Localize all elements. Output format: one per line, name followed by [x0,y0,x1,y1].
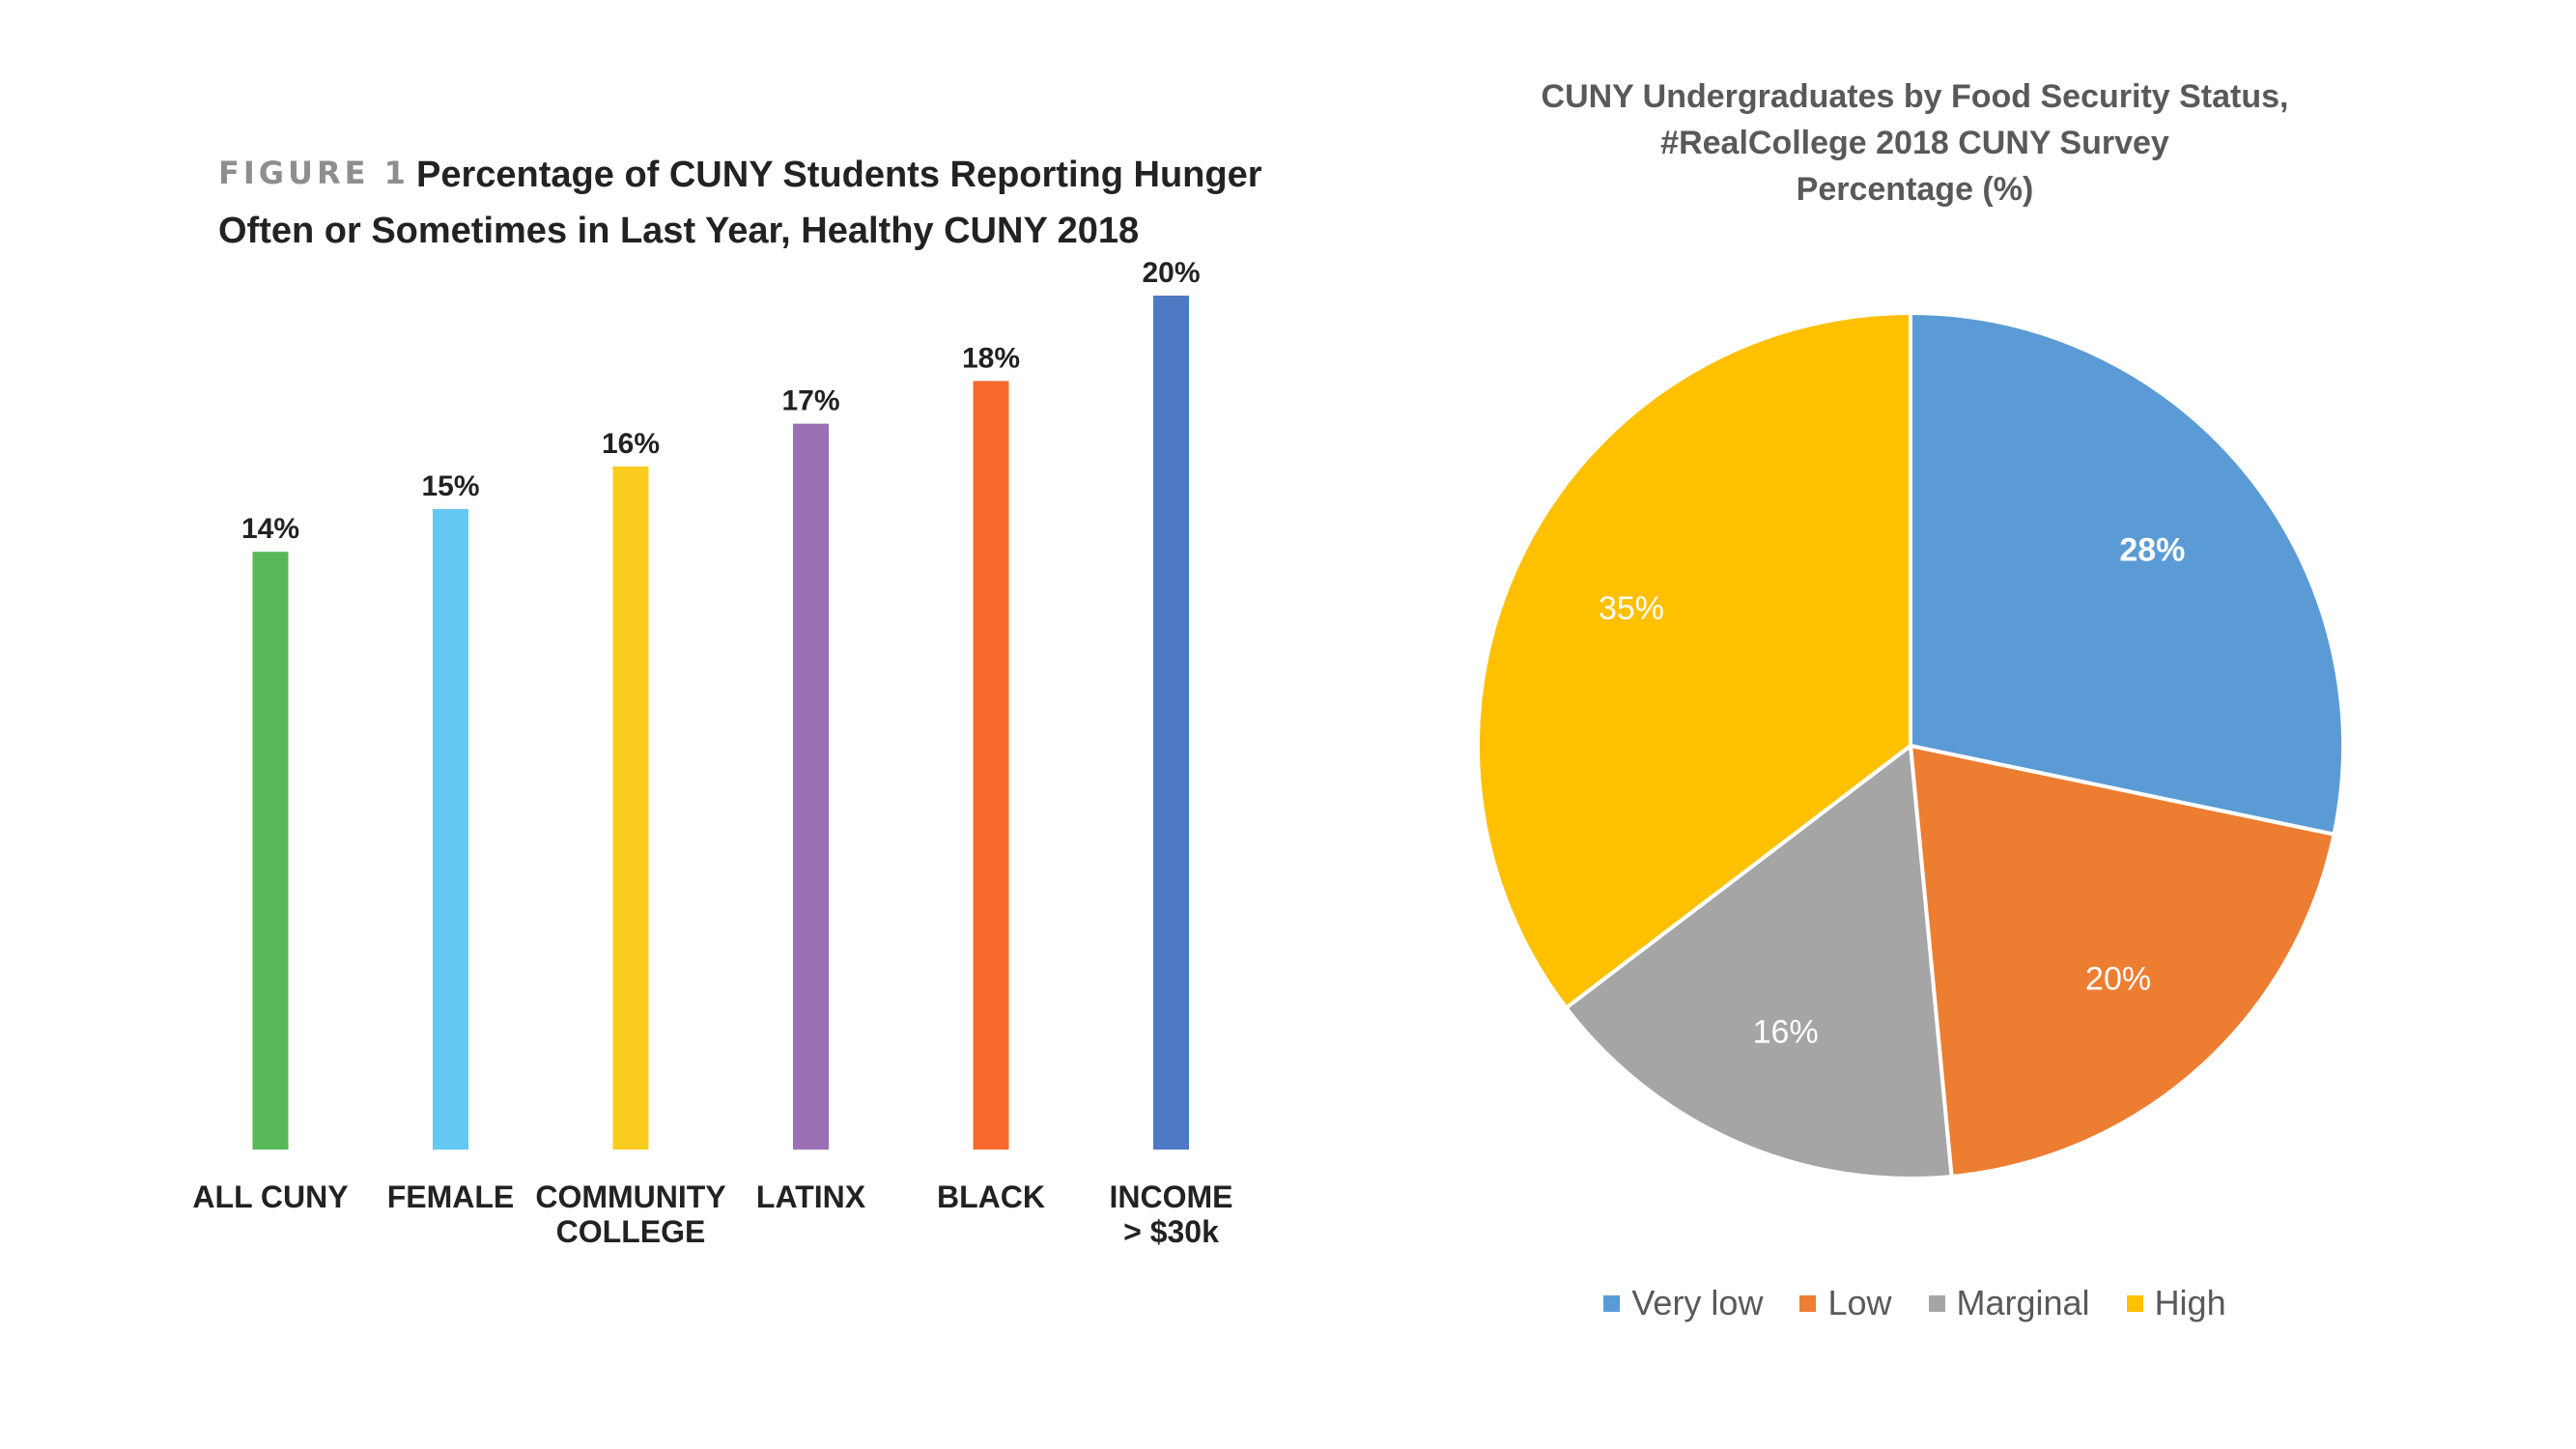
legend-swatch [2126,1294,2143,1312]
bar-0 [252,552,289,1150]
pie-slice-low [1909,744,2336,1179]
bar-category-label-2-0: COMMUNITY [535,1179,725,1214]
bar-value-label-5: 20% [1142,257,1200,289]
bar-category-label-1-0: FEMALE [387,1179,515,1214]
pie-legend: Very low Low Marginal High [1352,1283,2477,1323]
bar-5 [1153,296,1189,1150]
pie-slice-marginal [1564,744,1954,1180]
legend-item-very-low: Very low [1603,1283,1763,1323]
legend-label: Very low [1631,1283,1764,1322]
bar-4 [973,381,1009,1150]
pie-slice-high [1476,311,1912,1010]
legend-swatch [1603,1294,1621,1312]
bar-category-label-5-0: INCOME [1110,1179,1233,1214]
bar-2 [612,466,649,1150]
legend-item-high: High [2126,1283,2226,1323]
legend-swatch [1928,1294,1945,1312]
bar-category-label-2-1: COLLEGE [556,1214,706,1249]
pie-slice-label-1: 20% [2085,960,2151,997]
bar-value-label-2: 16% [602,428,660,460]
pie-title-line-2: #RealCollege 2018 CUNY Survey [1660,125,2169,161]
pie-slice-label-3: 35% [1599,590,1664,627]
bar-category-label-3-0: LATINX [756,1179,866,1214]
legend-label: Low [1827,1283,1892,1322]
bar-value-label-4: 18% [962,342,1020,374]
pie-chart-svg: 28% 20% 16% 35% [1476,311,2345,1180]
bar-value-label-1: 15% [421,470,479,502]
bar-category-label-0-0: ALL CUNY [192,1179,348,1214]
pie-slice-very-low [1909,311,2345,837]
legend-item-marginal: Marginal [1928,1283,2090,1323]
legend-item-low: Low [1799,1283,1892,1323]
pie-chart-title: CUNY Undergraduates by Food Security Sta… [1352,73,2477,213]
pie-slice-label-0: 28% [2119,532,2185,569]
bar-value-label-0: 14% [241,513,299,545]
bar-value-label-3: 17% [781,385,839,417]
pie-slice-label-2: 16% [1753,1014,1819,1051]
bar-chart-panel: Percentage of CUNY Students Reporting Hu… [192,155,1262,1249]
bar-category-label-5-1: > $30k [1123,1214,1219,1249]
bar-category-label-4-0: BLACK [937,1179,1045,1214]
legend-swatch [1799,1294,1817,1312]
bar-3 [793,423,829,1151]
bar-1 [433,509,468,1150]
figure-label: FIGURE 1 [218,155,410,191]
legend-label: Marginal [1956,1283,2090,1322]
legend-label: High [2154,1283,2226,1322]
pie-title-line-1: CUNY Undergraduates by Food Security Sta… [1541,78,2289,115]
pie-title-line-3: Percentage (%) [1796,171,2034,208]
bar-chart-title: Percentage of CUNY Students Reporting Hu… [218,155,1262,251]
pie-chart-panel: CUNY Undergraduates by Food Security Sta… [1352,0,2576,1449]
